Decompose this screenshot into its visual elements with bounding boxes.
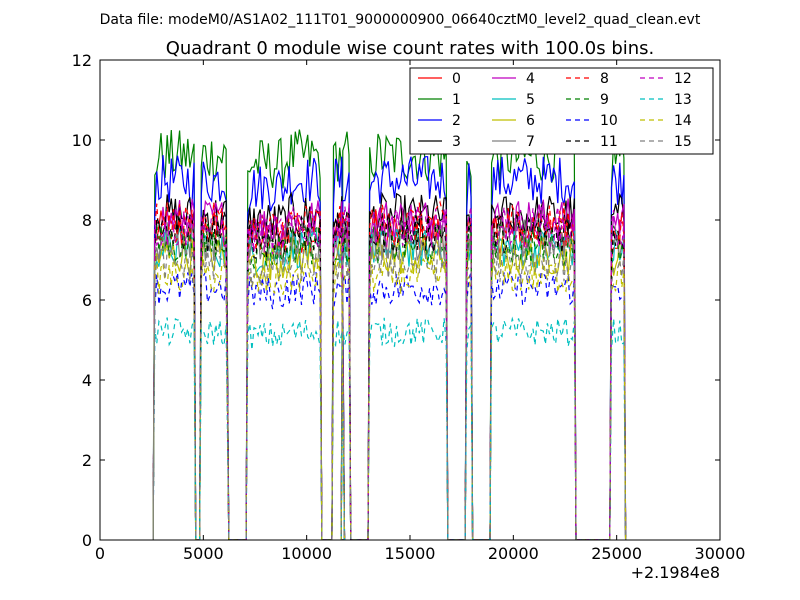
legend-label-12: 12 [674,71,692,87]
legend-label-11: 11 [600,134,618,150]
legend-label-6: 6 [526,113,535,129]
y-tick-label: 10 [72,131,92,150]
x-tick-label: 30000 [695,544,746,563]
series-line-15 [152,244,627,540]
y-tick-label: 2 [82,451,92,470]
x-tick-label: 5000 [183,544,224,563]
legend-label-15: 15 [674,134,692,150]
figure-suptitle: Data file: modeM0/AS1A02_111T01_90000009… [100,12,701,28]
series-line-2 [152,155,627,540]
series-line-13 [152,316,627,540]
x-offset-label: +2.1984e8 [631,563,720,582]
legend-label-2: 2 [452,113,461,129]
x-tick-label: 15000 [385,544,436,563]
series-layer [152,129,627,540]
y-tick-label: 0 [82,531,92,550]
series-line-11 [152,210,627,540]
legend-label-14: 14 [674,113,692,129]
legend-label-8: 8 [600,71,609,87]
x-tick-label: 20000 [488,544,539,563]
y-tick-label: 4 [82,371,92,390]
legend-box [409,67,714,155]
series-line-9 [152,222,627,540]
legend-label-5: 5 [526,92,535,108]
series-line-14 [152,257,627,540]
y-tick-label: 8 [82,211,92,230]
y-tick-label: 6 [82,291,92,310]
legend-label-3: 3 [452,134,461,150]
legend-label-0: 0 [452,71,461,87]
legend-label-7: 7 [526,134,535,150]
legend-label-4: 4 [526,71,535,87]
legend-label-10: 10 [600,113,618,129]
x-tick-label: 0 [95,544,105,563]
legend-label-9: 9 [600,92,609,108]
legend-label-1: 1 [452,92,461,108]
y-tick-label: 12 [72,51,92,70]
legend-label-13: 13 [674,92,692,108]
series-line-10 [152,270,627,540]
chart-title: Quadrant 0 module wise count rates with … [166,38,655,59]
x-tick-label: 25000 [591,544,642,563]
x-tick-label: 10000 [281,544,332,563]
series-line-12 [152,204,627,540]
